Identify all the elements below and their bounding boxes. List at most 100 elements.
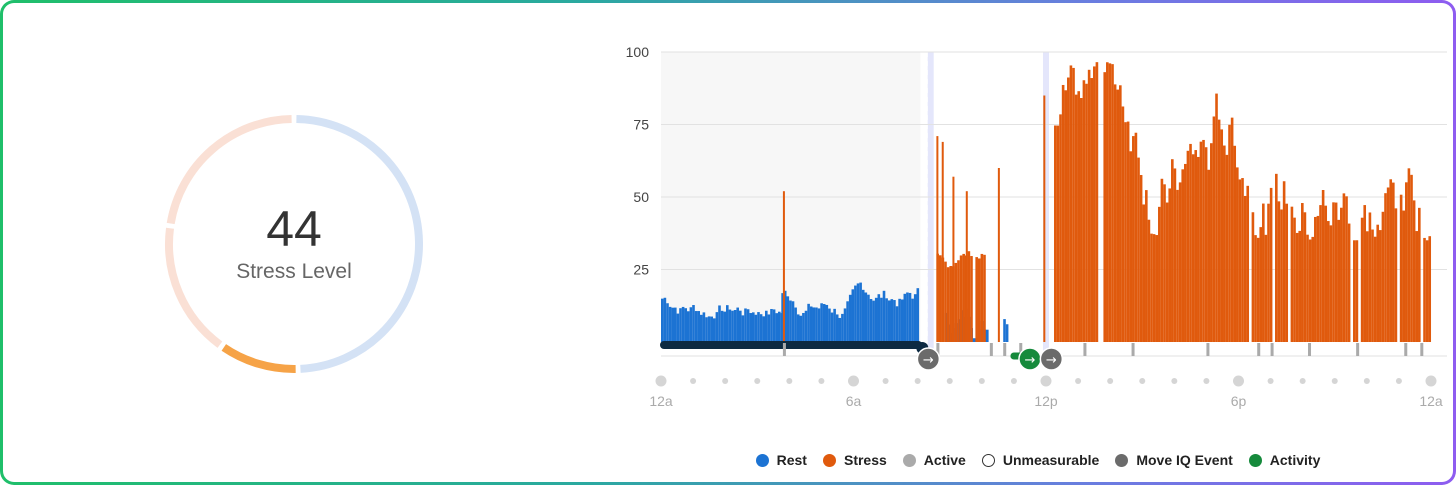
active-tick	[1131, 343, 1135, 356]
rest-bar	[765, 310, 768, 342]
legend-label: Move IQ Event	[1136, 452, 1233, 468]
stress-bar	[967, 251, 971, 342]
stress-bar	[1202, 139, 1205, 342]
rest-bar	[900, 299, 904, 342]
rest-bar	[749, 313, 752, 342]
stress-gauge	[165, 115, 423, 373]
x-major-dot	[848, 375, 859, 387]
rest-bar	[825, 304, 829, 342]
stress-bar	[1061, 84, 1065, 343]
legend-label: Rest	[776, 452, 807, 468]
rest-bar	[877, 294, 881, 342]
stress-bar	[1108, 63, 1112, 342]
x-minor-dot	[914, 378, 921, 384]
stress-bar	[1199, 141, 1203, 342]
rest-bar	[731, 310, 734, 342]
stress-bar	[1376, 224, 1380, 342]
rest-bar	[671, 307, 674, 342]
rest-bar	[781, 293, 784, 342]
rest-bar	[908, 292, 912, 342]
stress-bar	[1072, 67, 1075, 343]
rest-bar	[707, 316, 711, 342]
stress-bar	[1093, 66, 1096, 342]
active-tick	[936, 343, 940, 356]
rest-bar	[689, 307, 693, 342]
stress-bar	[944, 261, 947, 342]
x-minor-dot	[1267, 378, 1274, 384]
rest-bar	[789, 300, 792, 342]
active-tick	[989, 343, 993, 356]
stress-bar	[1223, 145, 1226, 342]
stress-bar	[1228, 124, 1231, 342]
rest-bar	[817, 308, 821, 342]
x-minor-dot	[1075, 378, 1082, 384]
legend-label: Stress	[843, 452, 887, 468]
stress-bar	[1371, 229, 1374, 342]
stress-bar	[1212, 116, 1216, 342]
stress-bar	[1173, 168, 1177, 342]
stress-bar	[1064, 90, 1068, 342]
stress-bar	[1355, 240, 1359, 342]
rest-bar	[666, 303, 669, 342]
stress-bar	[1275, 173, 1278, 342]
unmeasurable-window	[927, 52, 934, 352]
stress-bar	[1285, 203, 1289, 342]
rest-bar	[903, 293, 907, 342]
stress-spike	[1043, 95, 1046, 342]
rest-bar	[700, 314, 703, 342]
active-tick	[782, 343, 786, 356]
rest-bar	[841, 313, 844, 342]
stress-bar	[1238, 179, 1242, 342]
gauge-segment-medium	[165, 227, 223, 348]
rest-bar	[815, 307, 818, 342]
stress-bar	[1269, 187, 1273, 342]
stress-bar	[1381, 211, 1385, 342]
rest-bar	[791, 301, 795, 342]
stress-bar	[1230, 117, 1234, 342]
rest-bar	[890, 299, 894, 342]
rest-bar	[898, 298, 901, 342]
stress-bar	[1256, 237, 1260, 342]
rest-bar	[767, 314, 771, 342]
rest-bar	[744, 308, 747, 342]
stress-bar	[1246, 185, 1250, 342]
gauge-segment-high	[166, 115, 292, 225]
rest-bar	[851, 289, 855, 342]
stress-bar	[1189, 143, 1192, 342]
rest-bar	[687, 311, 690, 342]
rest-bar	[679, 308, 682, 342]
rest-bar	[882, 290, 886, 342]
active-tick	[1003, 343, 1007, 356]
rest-bar	[720, 310, 724, 342]
stress-bar	[1410, 174, 1413, 342]
legend-swatch	[1248, 453, 1262, 467]
rest-bar	[864, 292, 868, 342]
stress-bar	[1215, 93, 1218, 342]
stress-bar	[1217, 119, 1221, 342]
walking-icon: →	[1025, 353, 1036, 368]
stress-bar	[954, 262, 958, 342]
rest-bar	[828, 308, 831, 342]
x-minor-dot	[882, 378, 889, 384]
rest-bar	[861, 289, 865, 342]
stress-bar	[1074, 94, 1078, 342]
x-minor-dot	[754, 378, 761, 384]
rest-bar	[674, 307, 677, 342]
rest-bar	[854, 285, 857, 342]
legend-item: Rest	[755, 452, 807, 468]
stress-bar	[1069, 65, 1073, 342]
stress-bar	[1251, 212, 1255, 342]
rest-bar	[705, 317, 708, 342]
stress-bar	[1207, 169, 1211, 342]
stress-bar	[1423, 237, 1426, 342]
stress-bar	[957, 260, 960, 342]
stress-bar	[975, 257, 978, 342]
rest-bar	[757, 312, 760, 342]
rest-bar	[676, 313, 680, 342]
stress-bar	[1392, 182, 1395, 342]
stress-bar	[1121, 106, 1125, 342]
stress-bar	[1210, 143, 1213, 342]
unmeasurable-window	[1043, 52, 1050, 352]
stress-bar	[1181, 169, 1185, 342]
stress-bar	[1147, 219, 1151, 342]
